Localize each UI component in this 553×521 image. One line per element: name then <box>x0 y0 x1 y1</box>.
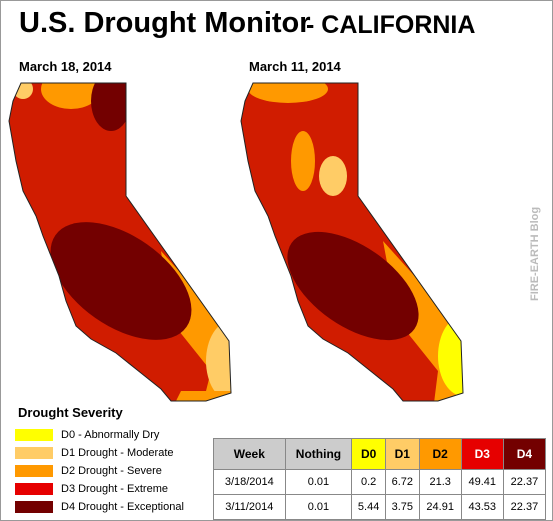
data-cell: 22.37 <box>502 469 547 495</box>
legend-item: D2 Drought - Severe <box>15 465 162 477</box>
header-cell: D4 <box>502 438 547 470</box>
data-cell: 21.3 <box>418 469 462 495</box>
data-row: 3/18/2014 0.01 0.2 6.72 21.3 49.41 22.37 <box>213 469 547 495</box>
data-cell: 22.37 <box>502 494 547 520</box>
map-march-11 <box>241 83 463 401</box>
data-cell: 0.2 <box>351 469 386 495</box>
data-cell: 6.72 <box>384 469 420 495</box>
header-cell: Nothing <box>284 438 353 470</box>
legend-swatch <box>15 501 53 513</box>
legend-title: Drought Severity <box>18 405 123 420</box>
data-cell: 24.91 <box>418 494 462 520</box>
header-cell: D0 <box>351 438 386 470</box>
stats-table: Week Nothing D0 D1 D2 D3 D4 3/18/2014 0.01 0.2 6.7… <box>213 438 547 520</box>
legend-label: D2 Drought - Severe <box>61 465 162 477</box>
legend-item: D3 Drought - Extreme <box>15 483 168 495</box>
legend-item: D0 - Abnormally Dry <box>15 429 159 441</box>
data-row: 3/11/2014 0.01 5.44 3.75 24.91 43.53 22.37 <box>213 494 547 520</box>
legend-label: D4 Drought - Exceptional <box>61 501 184 513</box>
map-outlines <box>8 82 464 402</box>
data-cell: 3/18/2014 <box>213 469 286 495</box>
data-cell: 3/11/2014 <box>213 494 286 520</box>
data-cell: 5.44 <box>351 494 386 520</box>
header-cell: D2 <box>418 438 462 470</box>
data-cell: 0.01 <box>284 469 353 495</box>
data-cell: 0.01 <box>284 494 353 520</box>
legend-label: D0 - Abnormally Dry <box>61 429 160 441</box>
legend-item: D1 Drought - Moderate <box>15 447 174 459</box>
legend-label: D1 Drought - Moderate <box>61 447 174 459</box>
map-march-18 <box>9 83 231 401</box>
legend-item: D4 Drought - Exceptional <box>15 501 184 513</box>
title: U.S. Drought Monitor <box>19 7 311 39</box>
header-cell: D1 <box>384 438 420 470</box>
data-cell: 3.75 <box>384 494 420 520</box>
header-cell: Week <box>213 438 286 470</box>
map-label: March 11, 2014 <box>249 59 341 74</box>
legend-swatch <box>15 483 53 495</box>
legend-label: D3 Drought - Extreme <box>61 483 168 495</box>
legend-swatch <box>15 429 53 441</box>
subtitle: - CALIFORNIA <box>306 11 476 39</box>
data-cell: 43.53 <box>460 494 504 520</box>
data-cell: 49.41 <box>460 469 504 495</box>
map-label: March 18, 2014 <box>19 59 112 74</box>
header-cell: D3 <box>460 438 504 470</box>
header-row: Week Nothing D0 D1 D2 D3 D4 <box>213 438 547 470</box>
maps <box>8 82 464 402</box>
legend-swatch <box>15 465 53 477</box>
legend-swatch <box>15 447 53 459</box>
